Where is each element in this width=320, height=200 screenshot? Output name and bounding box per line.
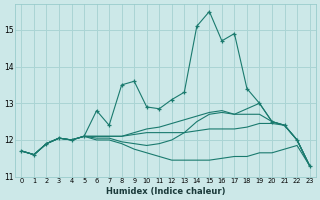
X-axis label: Humidex (Indice chaleur): Humidex (Indice chaleur)	[106, 187, 225, 196]
